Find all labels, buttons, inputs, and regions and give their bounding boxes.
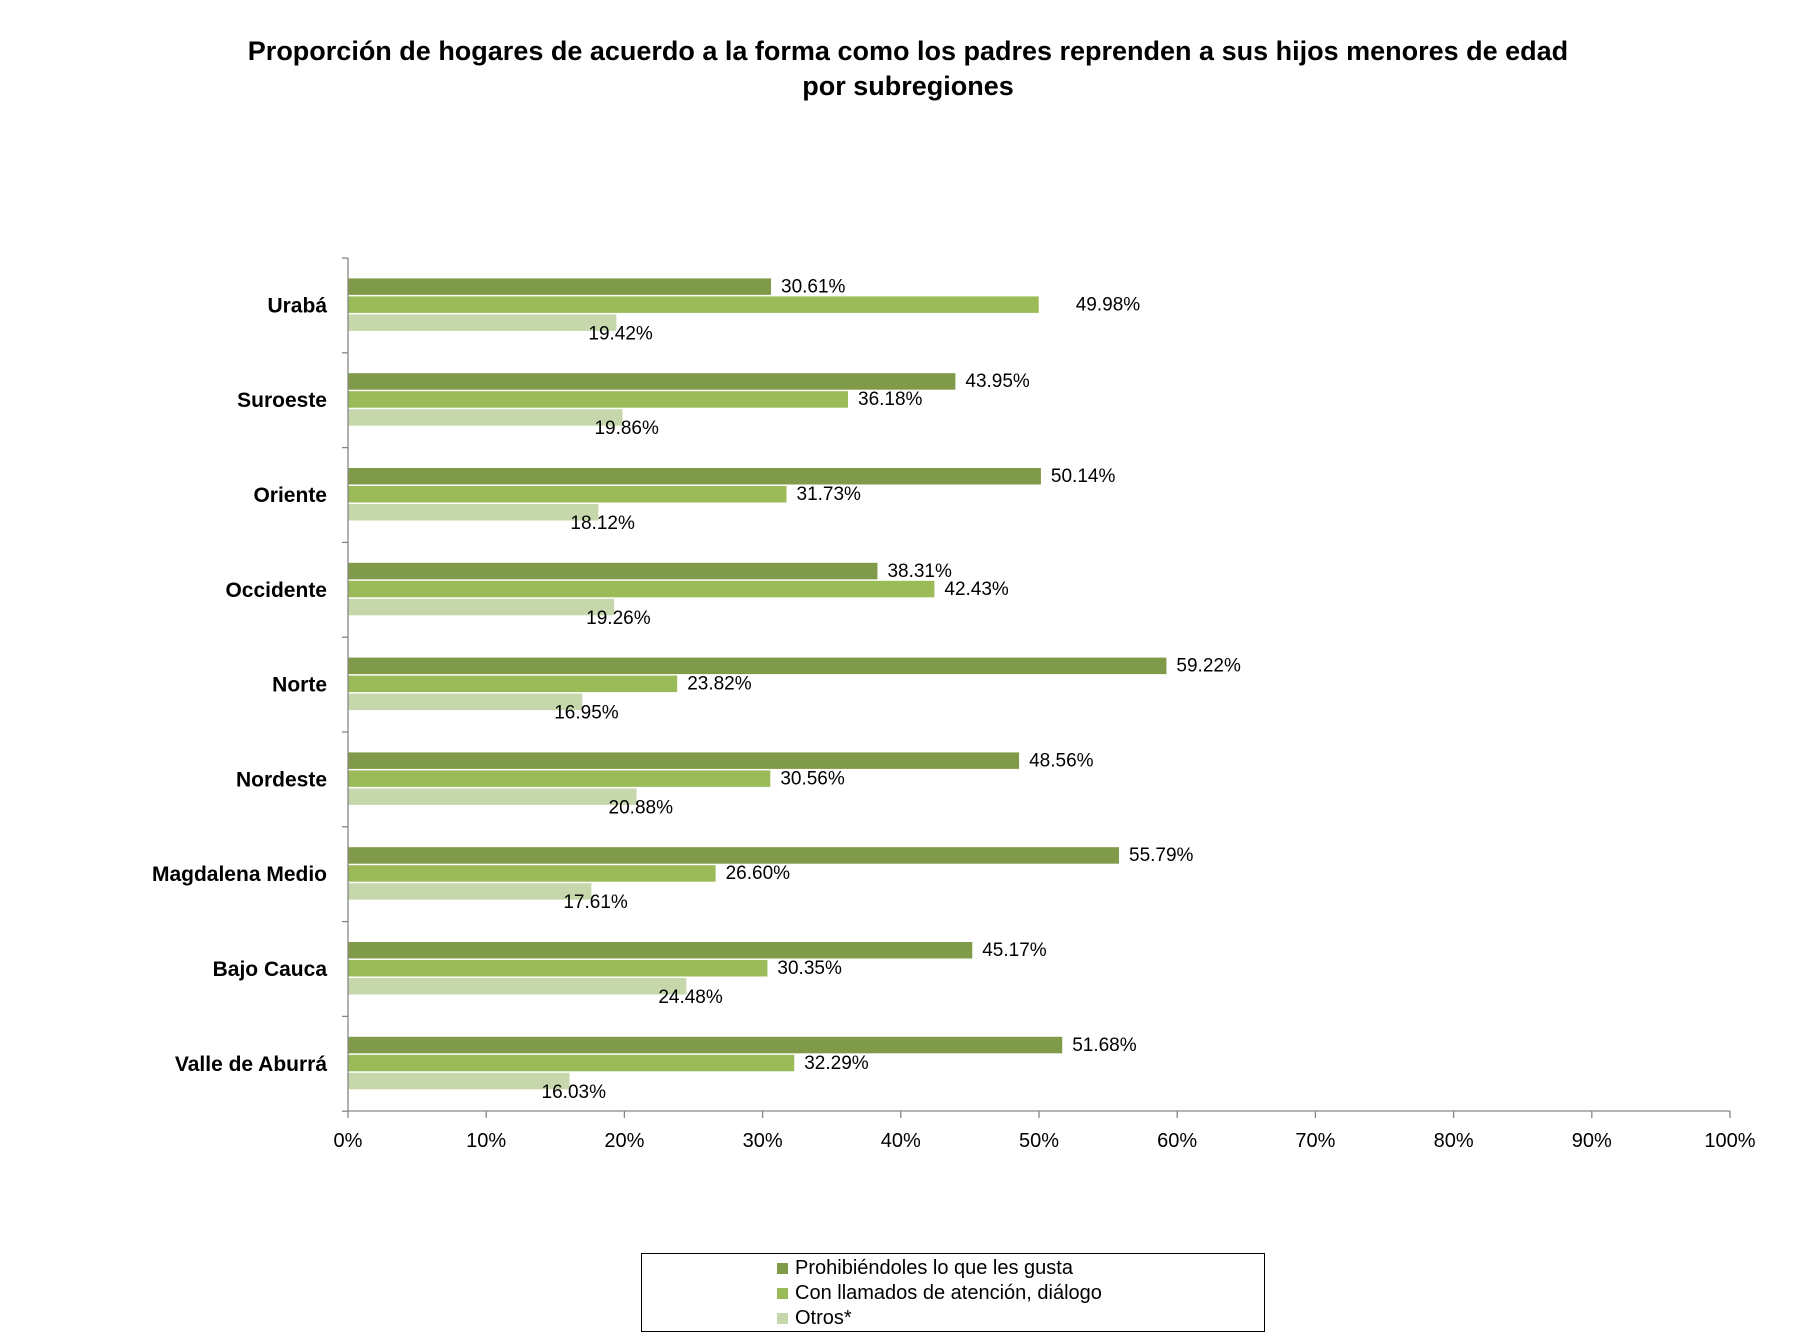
x-tick-label: 50%: [1019, 1130, 1059, 1152]
category-label-suroeste: Suroeste: [237, 389, 327, 412]
data-label-oriente-prohibiendoles-lo-que-les-gusta: 50.14%: [1051, 466, 1116, 487]
data-label-oriente-otros: 18.12%: [570, 513, 635, 534]
data-label-suroeste-otros: 19.86%: [594, 418, 659, 439]
x-tick-label: 70%: [1295, 1130, 1335, 1152]
data-label-valle-de-aburra-con-llamados-de-atencion-dialogo: 32.29%: [804, 1053, 869, 1074]
bar-nordeste-prohibiendoles-lo-que-les-gusta: [348, 752, 1020, 769]
data-label-occidente-otros: 19.26%: [586, 608, 651, 629]
bar-suroeste-prohibiendoles-lo-que-les-gusta: [348, 373, 956, 390]
bar-uraba-prohibiendoles-lo-que-les-gusta: [348, 278, 772, 295]
category-label-nordeste: Nordeste: [236, 768, 327, 791]
x-tick-label: 90%: [1572, 1130, 1612, 1152]
bar-occidente-otros: [348, 598, 615, 616]
bar-valle-de-aburra-otros: [348, 1072, 570, 1090]
bar-norte-con-llamados-de-atencion-dialogo: [348, 675, 678, 693]
bar-valle-de-aburra-prohibiendoles-lo-que-les-gusta: [348, 1036, 1063, 1054]
chart-title-line-2: por subregiones: [802, 71, 1014, 101]
data-label-bajo-cauca-con-llamados-de-atencion-dialogo: 30.35%: [777, 958, 842, 979]
x-tick-label: 80%: [1434, 1130, 1474, 1152]
legend-item-prohibiendoles: Prohibiéndoles lo que les gusta: [777, 1255, 1073, 1282]
x-tick-label: 10%: [466, 1130, 506, 1152]
chart-title: Proporción de hogares de acuerdo a la fo…: [0, 34, 1816, 104]
x-tick-label: 60%: [1157, 1130, 1197, 1152]
chart-title-line-1: Proporción de hogares de acuerdo a la fo…: [247, 36, 1569, 66]
data-label-bajo-cauca-otros: 24.48%: [658, 987, 723, 1008]
bar-nordeste-con-llamados-de-atencion-dialogo: [348, 770, 771, 787]
data-label-magdalena-medio-prohibiendoles-lo-que-les-gusta: 55.79%: [1129, 845, 1194, 866]
legend: Prohibiéndoles lo que les gusta Con llam…: [641, 1253, 1265, 1332]
bar-magdalena-medio-prohibiendoles-lo-que-les-gusta: [348, 847, 1120, 864]
bar-suroeste-con-llamados-de-atencion-dialogo: [348, 391, 849, 408]
data-label-nordeste-con-llamados-de-atencion-dialogo: 30.56%: [780, 768, 845, 789]
bar-oriente-prohibiendoles-lo-que-les-gusta: [348, 468, 1041, 485]
data-label-valle-de-aburra-prohibiendoles-lo-que-les-gusta: 51.68%: [1072, 1035, 1137, 1056]
data-label-uraba-con-llamados-de-atencion-dialogo: 49.98%: [1076, 294, 1141, 315]
x-tick-label: 30%: [743, 1130, 783, 1152]
bar-oriente-otros: [348, 504, 599, 521]
x-tick-label: 0%: [334, 1130, 363, 1152]
data-label-bajo-cauca-prohibiendoles-lo-que-les-gusta: 45.17%: [982, 940, 1047, 961]
data-label-magdalena-medio-otros: 17.61%: [563, 892, 628, 913]
bar-norte-prohibiendoles-lo-que-les-gusta: [348, 657, 1167, 675]
legend-item-otros: Otros*: [777, 1305, 852, 1332]
bar-occidente-prohibiendoles-lo-que-les-gusta: [348, 562, 878, 580]
x-tick-label: 20%: [604, 1130, 644, 1152]
x-tick-label: 100%: [1704, 1130, 1755, 1152]
bar-occidente-con-llamados-de-atencion-dialogo: [348, 580, 935, 598]
bar-nordeste-otros: [348, 788, 637, 805]
data-label-magdalena-medio-con-llamados-de-atencion-dialogo: 26.60%: [726, 863, 791, 884]
data-label-norte-con-llamados-de-atencion-dialogo: 23.82%: [687, 674, 752, 695]
legend-swatch-prohibiendoles: [777, 1263, 788, 1274]
data-label-uraba-prohibiendoles-lo-que-les-gusta: 30.61%: [781, 276, 846, 297]
category-label-norte: Norte: [272, 674, 327, 697]
category-label-oriente: Oriente: [253, 484, 327, 507]
data-label-valle-de-aburra-otros: 16.03%: [542, 1082, 607, 1103]
legend-swatch-otros: [777, 1313, 788, 1324]
data-label-occidente-prohibiendoles-lo-que-les-gusta: 38.31%: [887, 561, 952, 582]
legend-label-otros: Otros*: [795, 1307, 852, 1329]
bar-bajo-cauca-prohibiendoles-lo-que-les-gusta: [348, 942, 973, 959]
legend-label-llamados: Con llamados de atención, diálogo: [795, 1282, 1102, 1304]
category-label-bajo-cauca: Bajo Cauca: [213, 958, 328, 981]
bar-uraba-con-llamados-de-atencion-dialogo: [348, 296, 1039, 313]
bar-bajo-cauca-con-llamados-de-atencion-dialogo: [348, 960, 768, 977]
data-label-nordeste-prohibiendoles-lo-que-les-gusta: 48.56%: [1029, 750, 1094, 771]
bar-norte-otros: [348, 693, 583, 711]
legend-item-llamados: Con llamados de atención, diálogo: [777, 1280, 1102, 1307]
data-label-occidente-con-llamados-de-atencion-dialogo: 42.43%: [944, 579, 1009, 600]
category-label-valle-de-aburra: Valle de Aburrá: [175, 1053, 327, 1076]
bar-magdalena-medio-con-llamados-de-atencion-dialogo: [348, 865, 716, 882]
category-label-uraba: Urabá: [267, 294, 327, 317]
data-label-norte-otros: 16.95%: [554, 703, 619, 724]
bar-oriente-con-llamados-de-atencion-dialogo: [348, 486, 787, 503]
bar-valle-de-aburra-con-llamados-de-atencion-dialogo: [348, 1054, 795, 1072]
legend-swatch-llamados: [777, 1288, 788, 1299]
bar-magdalena-medio-otros: [348, 883, 592, 900]
bar-uraba-otros: [348, 314, 617, 331]
data-label-norte-prohibiendoles-lo-que-les-gusta: 59.22%: [1176, 656, 1241, 677]
data-label-nordeste-otros: 20.88%: [609, 797, 674, 818]
data-label-suroeste-con-llamados-de-atencion-dialogo: 36.18%: [858, 389, 923, 410]
category-label-occidente: Occidente: [225, 579, 327, 602]
bar-bajo-cauca-otros: [348, 978, 687, 995]
data-label-suroeste-prohibiendoles-lo-que-les-gusta: 43.95%: [965, 371, 1030, 392]
legend-label-prohibiendoles: Prohibiéndoles lo que les gusta: [795, 1257, 1073, 1279]
data-label-uraba-otros: 19.42%: [588, 323, 653, 344]
data-label-oriente-con-llamados-de-atencion-dialogo: 31.73%: [797, 484, 862, 505]
x-tick-label: 40%: [881, 1130, 921, 1152]
bar-suroeste-otros: [348, 409, 623, 426]
category-label-magdalena-medio: Magdalena Medio: [152, 863, 327, 886]
